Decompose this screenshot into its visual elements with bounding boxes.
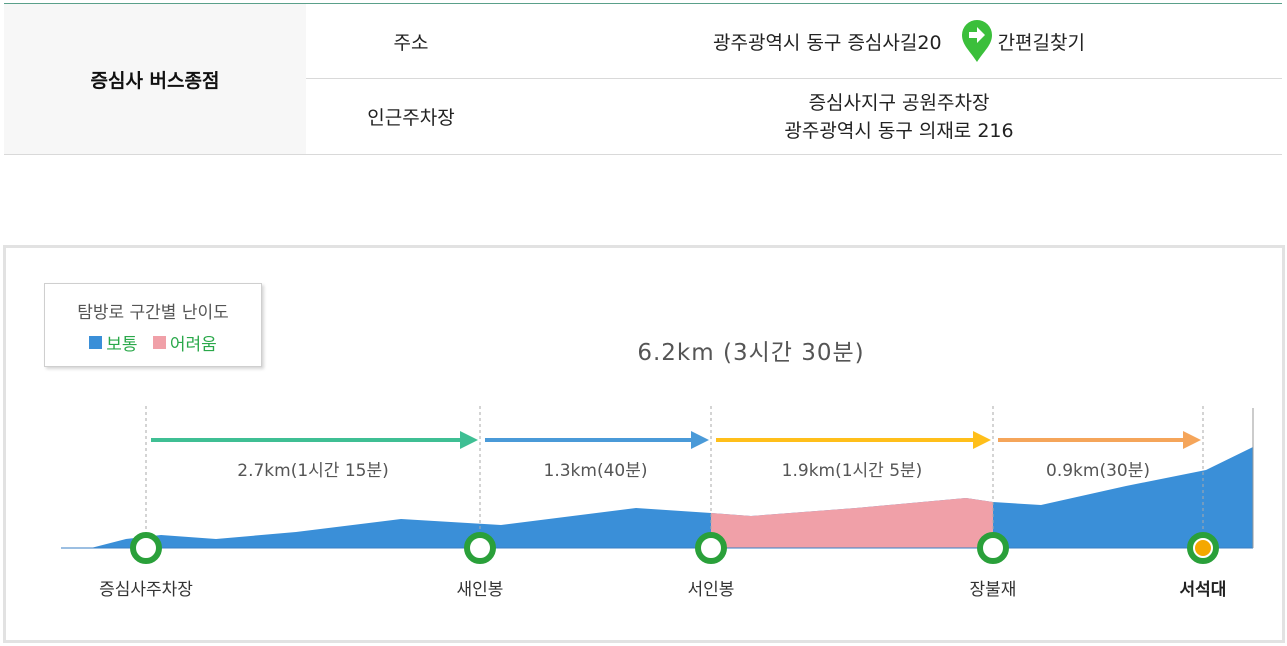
segment-label-1: 2.7km(1시간 15분) — [237, 461, 389, 481]
map-pin-arrow-icon — [961, 20, 992, 62]
find-route-link[interactable]: 간편길찾기 — [960, 19, 1085, 63]
destination-marker-fill — [1195, 540, 1211, 556]
station-name-1: 증심사주차장 — [99, 580, 193, 600]
station-name-2: 새인봉 — [456, 580, 504, 600]
parking-name: 증심사지구 공원주차장 — [808, 91, 990, 114]
segment-arrowhead-2 — [691, 431, 709, 449]
segment-label-2: 1.3km(40분) — [543, 461, 648, 481]
station-marker-1 — [130, 532, 162, 564]
segment-arrowhead-4 — [1183, 431, 1201, 449]
legend-normal: 보통 — [89, 330, 137, 355]
parking-address: 광주광역시 동구 의재로 216 — [784, 119, 1014, 142]
legend-normal-swatch — [89, 336, 103, 349]
address-value-cell: 광주광역시 동구 증심사길20 간편길찾기 — [516, 4, 1282, 78]
legend-hard: 어려움 — [152, 330, 217, 355]
elevation-profile — [61, 406, 1254, 564]
station-marker-4 — [977, 532, 1009, 564]
address-row: 주소 광주광역시 동구 증심사길20 간편길찾기 — [306, 4, 1282, 79]
trailhead-title: 증심사 버스종점 — [4, 4, 306, 154]
station-name-4: 장불재 — [969, 580, 1017, 600]
station-marker-2 — [464, 532, 496, 564]
course-diagram: 탐방로 구간별 난이도 보통 어려움 6.2km (3시간 30분) 2.7km… — [3, 245, 1285, 643]
parking-value-cell: 증심사지구 공원주차장 광주광역시 동구 의재로 216 — [516, 79, 1282, 154]
find-route-label[interactable]: 간편길찾기 — [997, 31, 1085, 54]
segment-arrowhead-3 — [973, 431, 991, 449]
trail-info-table: 증심사 버스종점 주소 광주광역시 동구 증심사길20 간편길찾기 인근주차장 … — [4, 3, 1282, 155]
legend-hard-label: 어려움 — [169, 335, 217, 355]
difficulty-legend: 탐방로 구간별 난이도 보통 어려움 — [44, 283, 262, 367]
station-name-5: 서석대 — [1179, 580, 1227, 600]
legend-hard-swatch — [152, 336, 166, 349]
legend-normal-label: 보통 — [106, 335, 138, 355]
address-value: 광주광역시 동구 증심사길20 — [713, 31, 942, 54]
parking-row: 인근주차장 증심사지구 공원주차장 광주광역시 동구 의재로 216 — [306, 79, 1282, 154]
elevation-area-hard — [711, 498, 993, 548]
station-name-3: 서인봉 — [687, 580, 735, 600]
course-total: 6.2km (3시간 30분) — [637, 340, 865, 366]
legend-title: 탐방로 구간별 난이도 — [77, 303, 229, 323]
segment-label-4: 0.9km(30분) — [1046, 461, 1150, 481]
parking-label: 인근주차장 — [367, 107, 455, 129]
segment-arrowhead-1 — [460, 431, 478, 449]
segment-label-3: 1.9km(1시간 5분) — [781, 461, 923, 481]
station-marker-3 — [695, 532, 727, 564]
address-label: 주소 — [393, 31, 429, 54]
